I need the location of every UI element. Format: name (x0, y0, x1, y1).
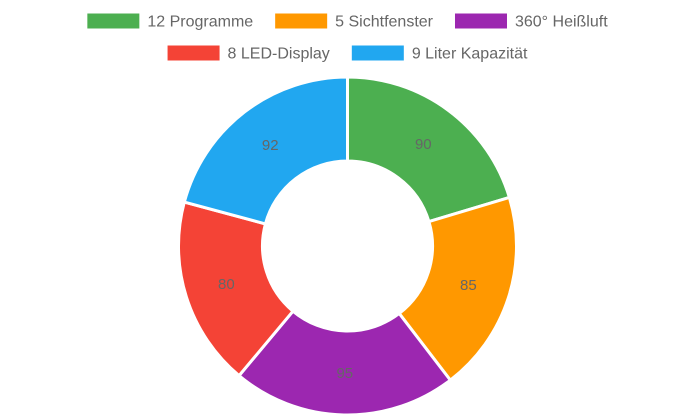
legend-item-8-led-display[interactable]: 8 LED-Display (167, 45, 330, 63)
slice-12-programme[interactable] (346, 75, 512, 224)
slice-5-sichtfenster[interactable] (397, 195, 518, 383)
legend-label: 360° Heißluft (515, 14, 608, 31)
slice-360-hei-luft[interactable] (236, 309, 453, 417)
legend-item-12-programme[interactable]: 12 Programme (87, 13, 253, 31)
data-label-12-programme: 90 (415, 136, 432, 153)
legend-item-9-liter-kapazit-t[interactable]: 9 Liter Kapazität (351, 45, 528, 63)
chart-slices (177, 75, 518, 417)
legend-item-360-hei-luft[interactable]: 360° Heißluft (454, 13, 608, 31)
legend-swatch (275, 13, 328, 29)
slice-8-led-display[interactable] (177, 200, 296, 378)
legend-label: 5 Sichtfenster (335, 14, 434, 31)
legend-swatch (87, 13, 140, 29)
data-label-5-sichtfenster: 85 (460, 277, 477, 294)
legend-label: 8 LED-Display (228, 46, 330, 63)
chart-legend: 12 Programme 5 Sichtfenster 360° Heißluft 8… (87, 13, 608, 63)
legend-swatch (454, 13, 507, 29)
legend-item-5-sichtfenster[interactable]: 5 Sichtfenster (275, 13, 434, 31)
data-label-8-led-display: 80 (218, 276, 235, 293)
chart-data-labels: 90 85 95 80 92 (218, 136, 477, 382)
legend-label: 9 Liter Kapazität (412, 46, 528, 63)
legend-label: 12 Programme (147, 14, 253, 31)
slice-9-liter-kapazit-t[interactable] (182, 75, 349, 226)
data-label-360-hei-luft: 95 (336, 365, 353, 382)
legend-swatch (167, 45, 220, 61)
data-label-9-liter-kapazit-t: 92 (262, 137, 279, 154)
legend-swatch (351, 45, 404, 61)
